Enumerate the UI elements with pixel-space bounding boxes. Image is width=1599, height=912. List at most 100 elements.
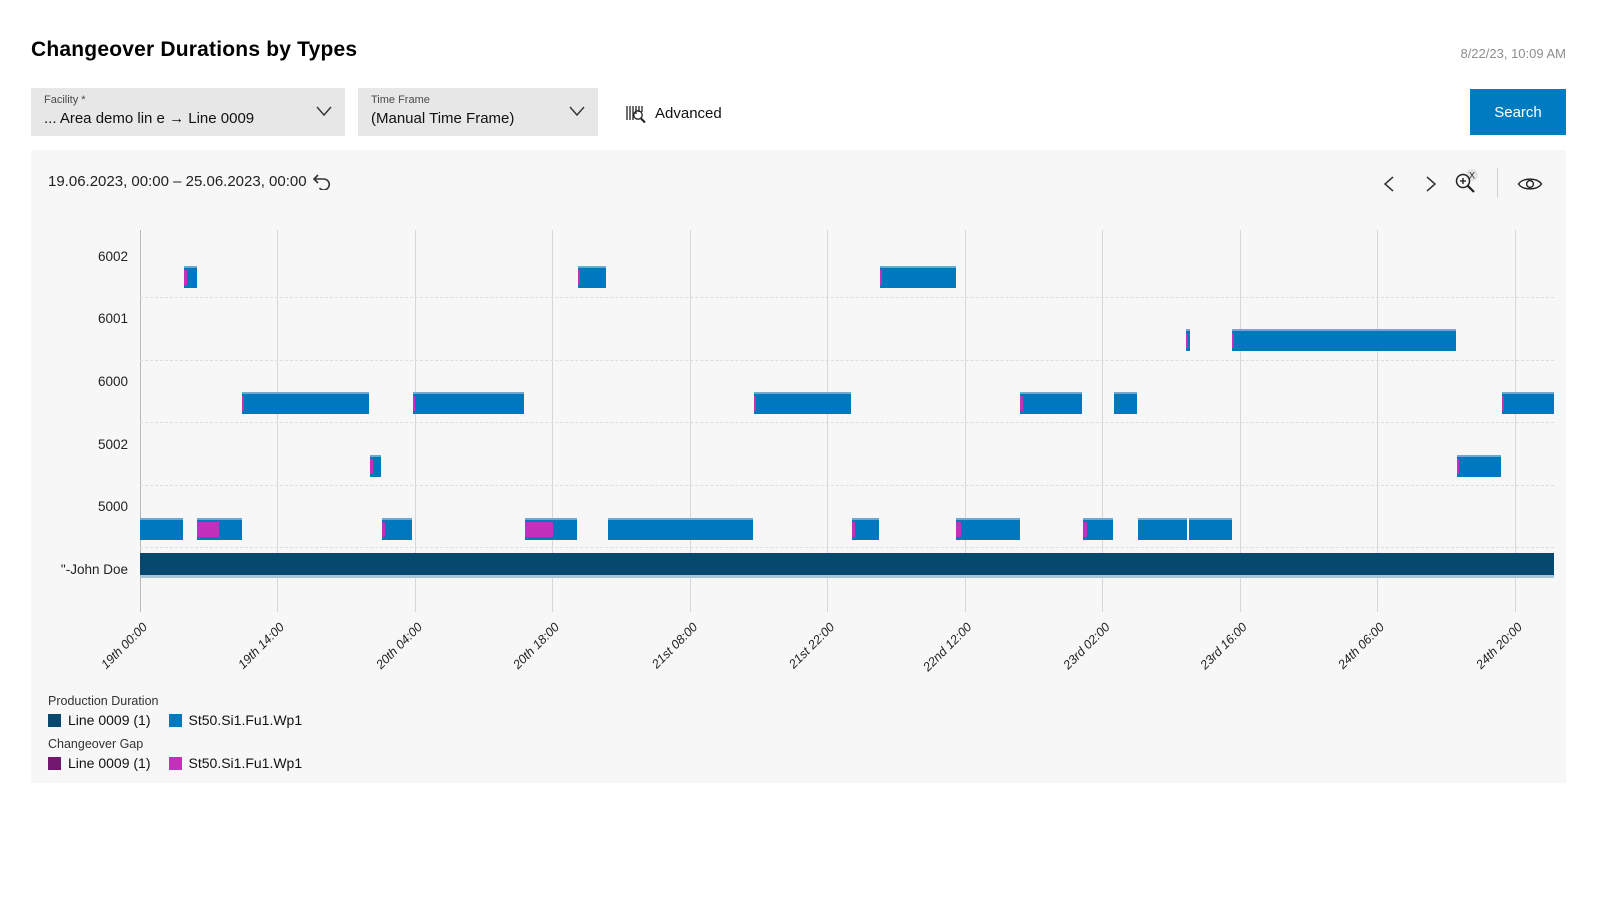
chevron-right-icon[interactable]	[1419, 172, 1443, 196]
report-timestamp: 8/22/23, 10:09 AM	[1460, 46, 1566, 61]
gantt-bar-station-production[interactable]	[1020, 392, 1082, 414]
gantt-bar-changeover-gap[interactable]	[1185, 333, 1188, 348]
facility-dropdown[interactable]: Facility * ... Area demo lin e → Line 00…	[31, 88, 345, 136]
gantt-bar-station-production[interactable]	[1137, 518, 1187, 540]
y-row-label: 6001	[97, 311, 128, 326]
svg-text:X: X	[1469, 171, 1475, 181]
y-row-label: 6000	[97, 374, 128, 389]
zoom-x-icon[interactable]: X	[1452, 168, 1484, 200]
gantt-bar-station-production[interactable]	[1502, 392, 1554, 414]
gantt-bar-station-production[interactable]	[1082, 518, 1113, 540]
grid-line	[827, 230, 829, 612]
gantt-bar-changeover-gap[interactable]	[955, 522, 961, 537]
gantt-bar-changeover-gap[interactable]	[525, 522, 553, 537]
gantt-bar-changeover-gap[interactable]	[369, 459, 373, 474]
grid-line	[414, 230, 416, 612]
legend-swatch-magenta	[168, 756, 182, 770]
y-row-label: 5000	[97, 499, 128, 514]
gantt-bar-changeover-gap[interactable]	[754, 396, 756, 411]
legend-heading-production: Production Duration	[48, 694, 159, 708]
gantt-bar-line-production[interactable]	[140, 553, 1554, 578]
facility-dropdown-label: Facility *	[44, 94, 86, 106]
gantt-bar-station-production[interactable]	[754, 392, 852, 414]
advanced-button[interactable]: Advanced	[625, 99, 722, 127]
date-range-row: 19.06.2023, 00:00 – 25.06.2023, 00:00	[48, 173, 332, 190]
row-separator	[140, 547, 1554, 548]
gantt-bar-changeover-gap[interactable]	[852, 522, 856, 537]
gantt-bar-changeover-gap[interactable]	[183, 270, 188, 285]
row-separator	[140, 484, 1554, 486]
gantt-bar-changeover-gap[interactable]	[1456, 459, 1459, 474]
grid-line	[140, 230, 141, 612]
y-row-label: 6002	[97, 249, 128, 264]
facility-dropdown-value: ... Area demo lin e → Line 0009	[44, 110, 255, 127]
grid-line	[1514, 230, 1516, 612]
gantt-bar-station-production[interactable]	[955, 518, 1020, 540]
grid-line	[1102, 230, 1104, 612]
gantt-bar-changeover-gap[interactable]	[242, 396, 245, 411]
legend-item-production-station[interactable]: St50.Si1.Fu1.Wp1	[168, 712, 302, 728]
legend-swatch-navy	[48, 713, 61, 727]
gantt-bar-changeover-gap[interactable]	[196, 522, 220, 537]
row-separator	[140, 422, 1554, 423]
advanced-filter-icon	[625, 102, 647, 124]
grid-line	[1377, 230, 1379, 612]
date-range-text: 19.06.2023, 00:00 – 25.06.2023, 00:00	[48, 173, 307, 190]
grid-line	[964, 230, 966, 612]
gantt-bar-station-production[interactable]	[183, 266, 197, 288]
chart-legend: Production Duration Line 0009 (1) St50.S…	[48, 694, 302, 771]
gantt-bar-station-production[interactable]	[140, 518, 183, 540]
legend-swatch-blue	[168, 713, 182, 727]
legend-item-changeover-line[interactable]: Line 0009 (1)	[48, 755, 151, 771]
grid-line	[689, 230, 691, 612]
grid-line	[277, 230, 279, 612]
gantt-bar-station-production[interactable]	[607, 518, 754, 540]
gantt-bar-station-production[interactable]	[1185, 329, 1190, 351]
page-title: Changeover Durations by Types	[31, 38, 358, 61]
gantt-bar-changeover-gap[interactable]	[412, 396, 415, 411]
timeframe-dropdown-value: (Manual Time Frame)	[371, 110, 515, 127]
y-row-label: "-John Doe	[60, 562, 128, 577]
chart-panel	[31, 150, 1566, 783]
row-separator	[140, 297, 1554, 298]
legend-swatch-purple	[48, 756, 61, 770]
gantt-bar-station-production[interactable]	[1232, 329, 1456, 351]
gantt-bar-station-production[interactable]	[1189, 518, 1232, 540]
gantt-bar-station-production[interactable]	[1456, 455, 1501, 477]
gantt-bar-changeover-gap[interactable]	[578, 270, 581, 285]
gantt-plot-area	[140, 230, 1554, 612]
legend-heading-changeover: Changeover Gap	[48, 737, 144, 751]
gantt-bar-station-production[interactable]	[852, 518, 879, 540]
legend-item-production-line[interactable]: Line 0009 (1)	[48, 712, 151, 728]
chevron-down-icon	[568, 105, 586, 117]
gantt-bar-station-production[interactable]	[412, 392, 525, 414]
gantt-bar-station-production[interactable]	[369, 455, 381, 477]
legend-item-changeover-station[interactable]: St50.Si1.Fu1.Wp1	[168, 755, 302, 771]
undo-icon[interactable]	[312, 173, 332, 190]
search-button[interactable]: Search	[1470, 89, 1566, 135]
grid-line	[552, 230, 554, 612]
gantt-bar-station-production[interactable]	[879, 266, 956, 288]
chevron-down-icon	[315, 105, 333, 117]
eye-icon[interactable]	[1516, 174, 1544, 194]
advanced-button-label: Advanced	[655, 104, 722, 122]
gantt-bar-changeover-gap[interactable]	[381, 522, 385, 537]
gantt-bar-station-production[interactable]	[381, 518, 412, 540]
gantt-bar-changeover-gap[interactable]	[879, 270, 882, 285]
row-separator	[140, 359, 1554, 361]
gantt-bar-changeover-gap[interactable]	[1232, 333, 1235, 348]
timeframe-dropdown[interactable]: Time Frame (Manual Time Frame)	[358, 88, 598, 136]
gantt-bar-station-production[interactable]	[1113, 392, 1137, 414]
gantt-bar-station-production[interactable]	[242, 392, 369, 414]
gantt-bar-station-production[interactable]	[196, 518, 242, 540]
timeframe-dropdown-label: Time Frame	[371, 94, 430, 106]
gantt-bar-station-production[interactable]	[525, 518, 577, 540]
grid-line	[1239, 230, 1241, 612]
gantt-bar-station-production[interactable]	[578, 266, 607, 288]
chevron-left-icon[interactable]	[1377, 172, 1401, 196]
gantt-bar-changeover-gap[interactable]	[1020, 396, 1023, 411]
gantt-bar-changeover-gap[interactable]	[1502, 396, 1505, 411]
controls-divider	[1497, 168, 1498, 198]
gantt-bar-changeover-gap[interactable]	[1082, 522, 1087, 537]
